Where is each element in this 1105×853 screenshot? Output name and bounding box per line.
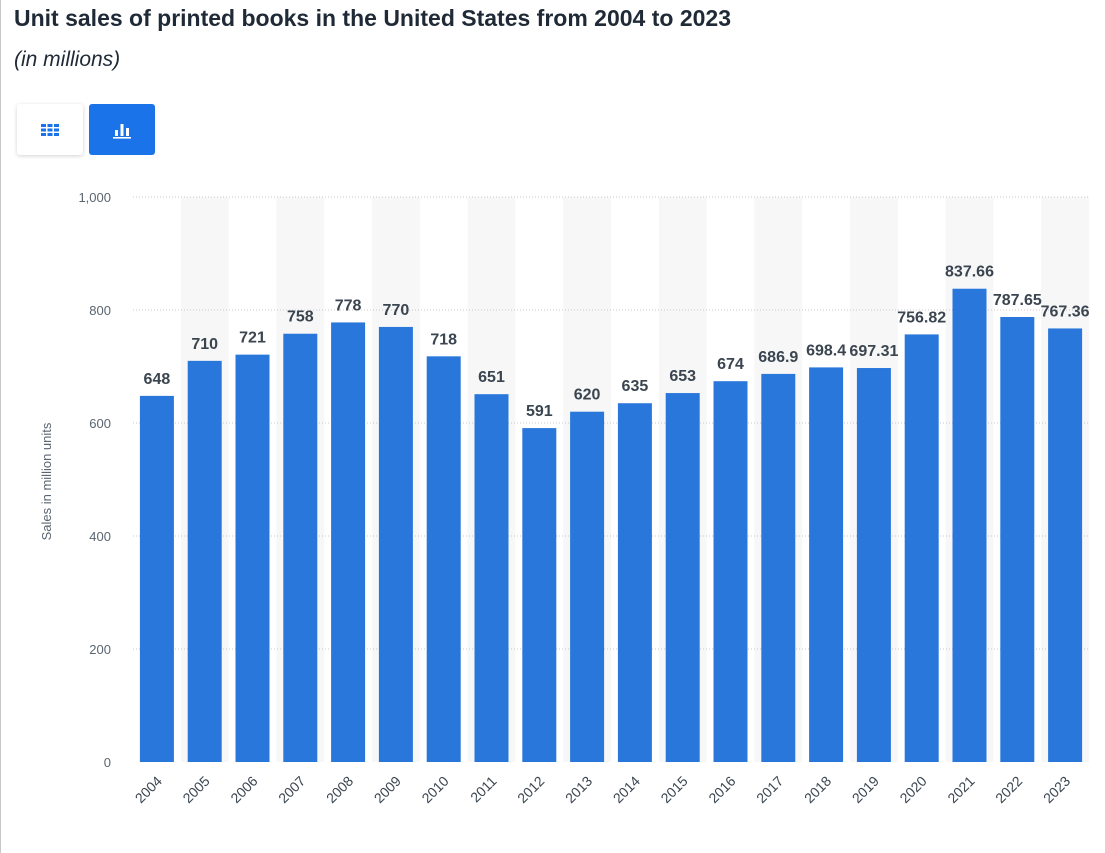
bar-2007[interactable] (283, 333, 318, 762)
x-tick-label: 2021 (944, 773, 977, 806)
bar-2008[interactable] (331, 322, 366, 762)
x-tick-label: 2020 (896, 773, 929, 806)
x-tick-label: 2010 (418, 773, 451, 806)
bar-2018[interactable] (809, 367, 844, 762)
chart-title: Unit sales of printed books in the Unite… (14, 5, 731, 31)
data-label: 674 (717, 356, 744, 373)
bar-2015[interactable] (665, 393, 700, 762)
left-border (0, 0, 1, 853)
data-label: 697.31 (849, 343, 898, 360)
bar-2013[interactable] (570, 411, 605, 762)
data-label: 620 (574, 387, 601, 404)
chart-view-button[interactable] (89, 104, 155, 155)
y-axis-title: Sales in million units (39, 422, 54, 540)
bar-2020[interactable] (904, 334, 939, 762)
bar-2017[interactable] (761, 373, 796, 762)
x-tick-label: 2019 (849, 773, 882, 806)
x-tick-label: 2015 (657, 773, 690, 806)
x-tick-label: 2022 (992, 773, 1025, 806)
x-tick-label: 2013 (562, 773, 595, 806)
chart-subtitle: (in millions) (14, 48, 121, 71)
y-tick-label: 0 (104, 755, 111, 770)
x-tick-label: 2017 (753, 773, 786, 806)
bar-2009[interactable] (378, 326, 413, 762)
x-tick-label: 2005 (179, 773, 212, 806)
x-tick-label: 2011 (467, 773, 500, 806)
table-view-button[interactable] (17, 104, 83, 155)
data-label: 721 (239, 330, 266, 347)
data-label: 778 (335, 297, 362, 314)
x-tick-label: 2007 (275, 773, 308, 806)
y-tick-label: 600 (89, 416, 111, 431)
bar-2006[interactable] (235, 354, 270, 762)
data-label: 718 (430, 331, 457, 348)
data-label: 653 (669, 368, 696, 385)
data-label: 758 (287, 309, 314, 326)
data-label: 698.4 (806, 342, 846, 359)
x-tick-label: 2018 (801, 773, 834, 806)
data-label: 686.9 (758, 349, 798, 366)
data-label: 651 (478, 369, 505, 386)
bar-2011[interactable] (474, 394, 509, 762)
bar-2014[interactable] (617, 403, 652, 762)
data-label: 837.66 (945, 264, 994, 281)
x-tick-label: 2004 (132, 773, 165, 806)
x-tick-label: 2008 (323, 773, 356, 806)
bar-2012[interactable] (522, 428, 557, 762)
data-label: 787.65 (993, 292, 1042, 309)
bar-chart-icon (113, 123, 131, 139)
data-label: 770 (383, 302, 410, 319)
data-label: 648 (144, 371, 171, 388)
bar-2004[interactable] (139, 395, 174, 762)
data-label: 591 (526, 403, 553, 420)
bar-2019[interactable] (856, 368, 891, 762)
data-label: 767.36 (1041, 303, 1090, 320)
x-tick-label: 2009 (371, 773, 404, 806)
bar-2023[interactable] (1048, 328, 1083, 762)
x-tick-label: 2023 (1040, 773, 1073, 806)
y-tick-label: 1,000 (78, 190, 111, 205)
x-tick-label: 2012 (514, 773, 547, 806)
y-tick-label: 800 (89, 303, 111, 318)
x-tick-label: 2006 (227, 773, 260, 806)
data-label: 756.82 (897, 309, 946, 326)
bar-2022[interactable] (1000, 316, 1035, 762)
data-label: 710 (191, 336, 218, 353)
y-tick-label: 400 (89, 529, 111, 544)
y-tick-label: 200 (89, 642, 111, 657)
table-grid-icon (41, 123, 59, 136)
x-tick-label: 2014 (610, 773, 643, 806)
bar-2021[interactable] (952, 288, 987, 762)
x-tick-label: 2016 (705, 773, 738, 806)
data-label: 635 (622, 378, 649, 395)
bar-2010[interactable] (426, 356, 461, 762)
bar-2016[interactable] (713, 381, 748, 762)
bar-2005[interactable] (187, 360, 222, 762)
